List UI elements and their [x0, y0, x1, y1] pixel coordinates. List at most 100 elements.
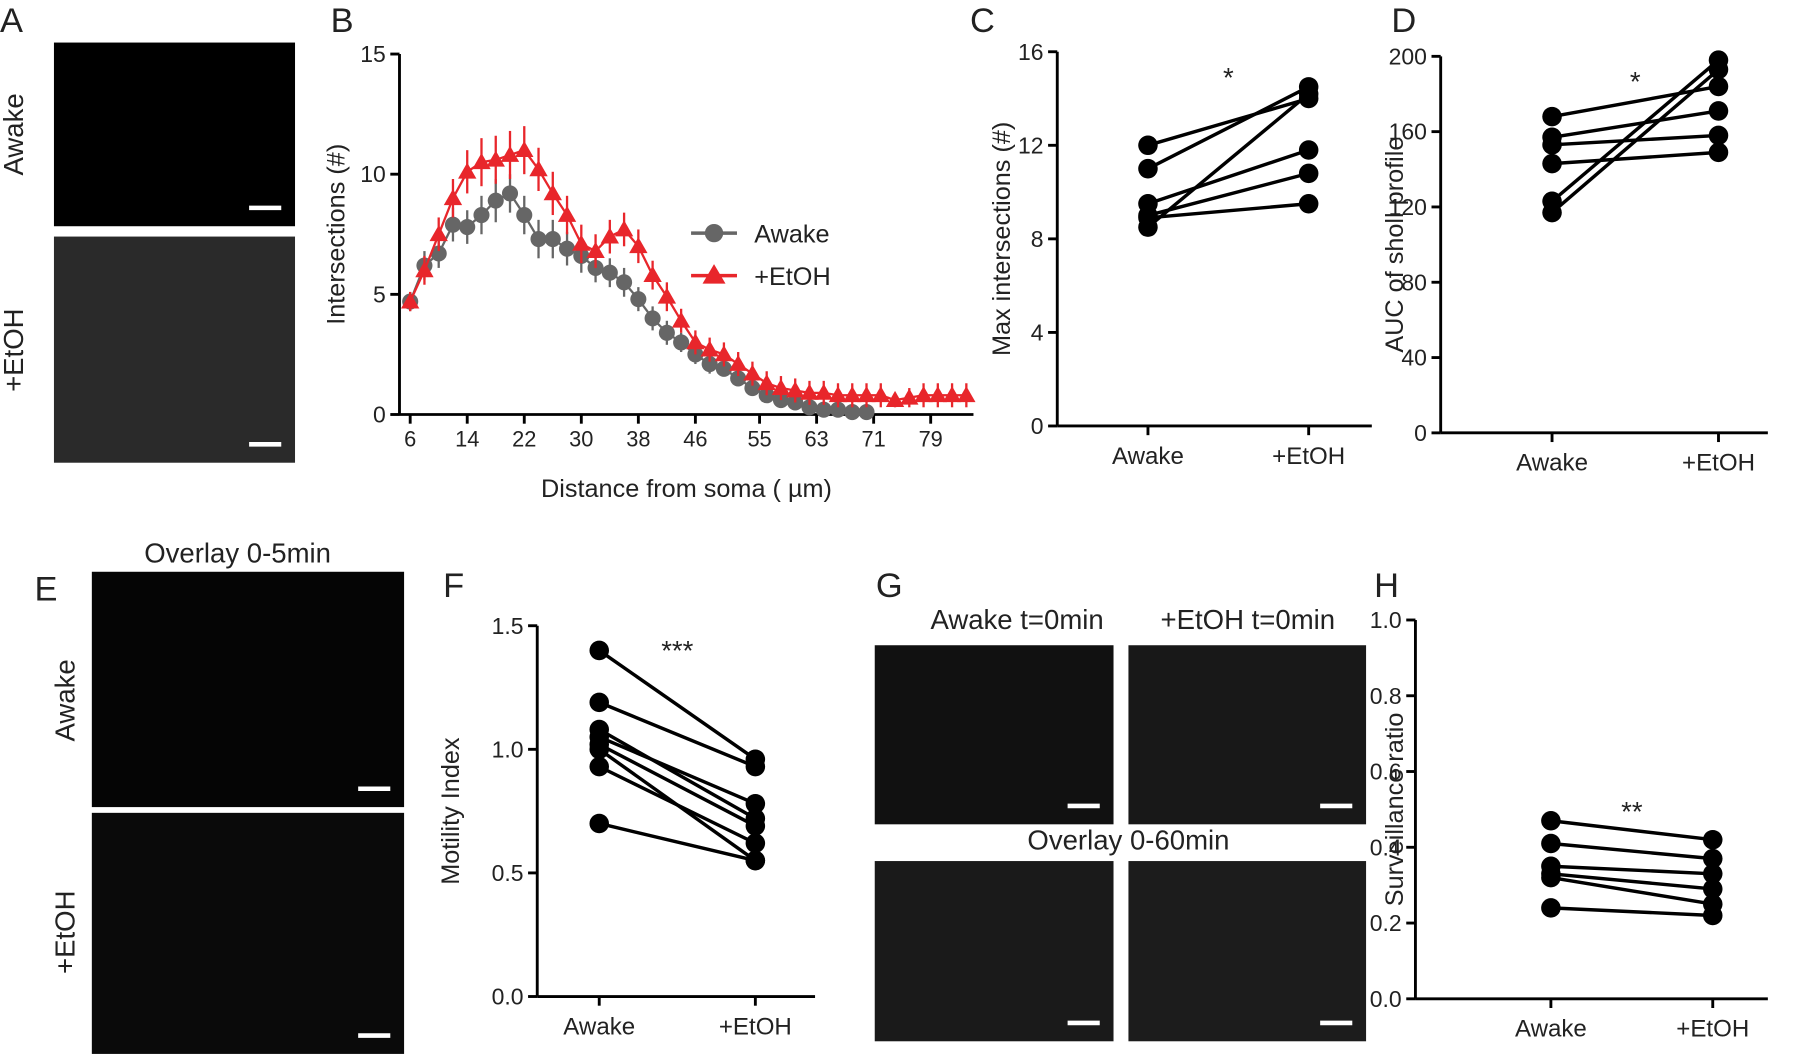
dot	[1708, 59, 1729, 80]
y-axis-label: Motility Index	[437, 737, 465, 885]
x-tick-label: 79	[919, 427, 943, 452]
x-tick-label: 30	[569, 427, 593, 452]
dot	[1702, 879, 1723, 899]
x-tick-label: Awake	[1112, 443, 1184, 470]
triangle-marker	[757, 374, 776, 391]
y-tick-label: 0.0	[492, 984, 524, 1010]
y-tick-label: 0	[1414, 420, 1427, 446]
panel-letter: E	[34, 570, 57, 608]
dot	[1702, 864, 1723, 884]
triangle-marker	[586, 241, 605, 258]
dot	[745, 793, 766, 814]
panel-letter: F	[443, 567, 464, 605]
triangle-marker	[786, 381, 805, 398]
pair-line	[598, 735, 757, 806]
dot	[1542, 153, 1562, 174]
micrograph	[53, 236, 296, 463]
triangle-marker	[843, 386, 862, 403]
dot	[1702, 848, 1723, 869]
micrograph	[53, 42, 296, 227]
pair-line	[1550, 872, 1713, 891]
pair-line	[1147, 202, 1309, 220]
significance: **	[1621, 796, 1643, 827]
y-tick-label: 0.4	[1370, 834, 1402, 860]
x-tick-label: +EtOH	[1676, 1016, 1749, 1043]
x-tick-label: 22	[512, 427, 536, 452]
column-label: Awake t=0min	[930, 604, 1103, 635]
triangle-marker	[714, 345, 734, 362]
x-tick-label: Awake	[563, 1013, 635, 1040]
pair-line	[598, 700, 757, 769]
triangle-marker	[600, 227, 620, 244]
circle-marker	[473, 207, 490, 224]
x-tick-label: 14	[455, 427, 479, 452]
pair-line	[1147, 171, 1310, 218]
triangle-marker	[529, 160, 548, 177]
pair-line	[1550, 819, 1713, 842]
column-label: +EtOH t=0min	[1161, 604, 1336, 635]
circle-marker	[829, 401, 847, 418]
pair-line	[598, 728, 757, 821]
row-label: Awake	[0, 93, 29, 175]
y-tick-label: 16	[1018, 39, 1044, 65]
circle-marker	[801, 399, 818, 416]
dot	[1298, 194, 1319, 214]
circle-marker	[459, 219, 476, 236]
triangle-marker	[828, 386, 848, 403]
panel-letter: H	[1374, 567, 1399, 605]
circle-marker	[501, 185, 519, 202]
triangle-marker	[728, 354, 748, 371]
circle-marker	[744, 380, 761, 397]
triangle-marker	[429, 225, 448, 242]
dot	[1298, 140, 1319, 160]
dot	[589, 640, 609, 661]
pair-line	[1550, 841, 1713, 861]
dot	[1708, 101, 1729, 121]
dot	[1541, 811, 1561, 831]
pair-line	[1550, 68, 1720, 214]
circle-marker	[858, 404, 875, 421]
y-tick-label: 0.0	[1370, 986, 1402, 1012]
panel-letter: C	[970, 2, 995, 40]
legend-label: Awake	[754, 220, 829, 248]
panel-letter: B	[331, 2, 354, 40]
y-tick-label: 0.2	[1370, 910, 1402, 936]
pair-line	[1147, 85, 1310, 171]
triangle-marker	[401, 292, 420, 309]
circle-marker	[844, 404, 861, 421]
dot	[1542, 202, 1562, 223]
significance: ***	[661, 635, 693, 666]
y-tick-label: 80	[1401, 269, 1427, 295]
x-tick-label: +EtOH	[1272, 443, 1345, 470]
y-tick-label: 160	[1389, 119, 1427, 145]
image-subtitle: Overlay 0-60min	[1027, 825, 1229, 856]
pair-line	[1551, 150, 1719, 166]
image-title: Overlay 0-5min	[144, 538, 331, 569]
circle-marker	[730, 370, 747, 387]
y-tick-label: 1.5	[492, 613, 524, 639]
x-tick-label: +EtOH	[719, 1013, 792, 1040]
row-label: Awake	[50, 659, 81, 741]
triangle-marker	[914, 386, 933, 403]
pair-line	[1146, 92, 1310, 229]
triangle-marker	[942, 386, 962, 403]
triangle-marker	[743, 364, 762, 381]
triangle-marker	[443, 189, 463, 206]
legend-marker	[702, 264, 726, 284]
pair-line	[1550, 875, 1714, 906]
micrograph	[1128, 645, 1367, 825]
y-tick-label: 0.6	[1370, 759, 1402, 785]
significance: *	[1223, 62, 1234, 93]
pair-line	[1551, 109, 1719, 139]
panel-letter: A	[0, 2, 23, 40]
dot	[1702, 829, 1723, 850]
dot	[745, 833, 766, 854]
triangle-marker	[857, 386, 876, 403]
dot	[1708, 142, 1729, 163]
micrograph	[1128, 861, 1367, 1042]
x-tick-label: 6	[404, 427, 416, 452]
circle-marker	[644, 310, 661, 327]
triangle-marker	[472, 152, 491, 170]
